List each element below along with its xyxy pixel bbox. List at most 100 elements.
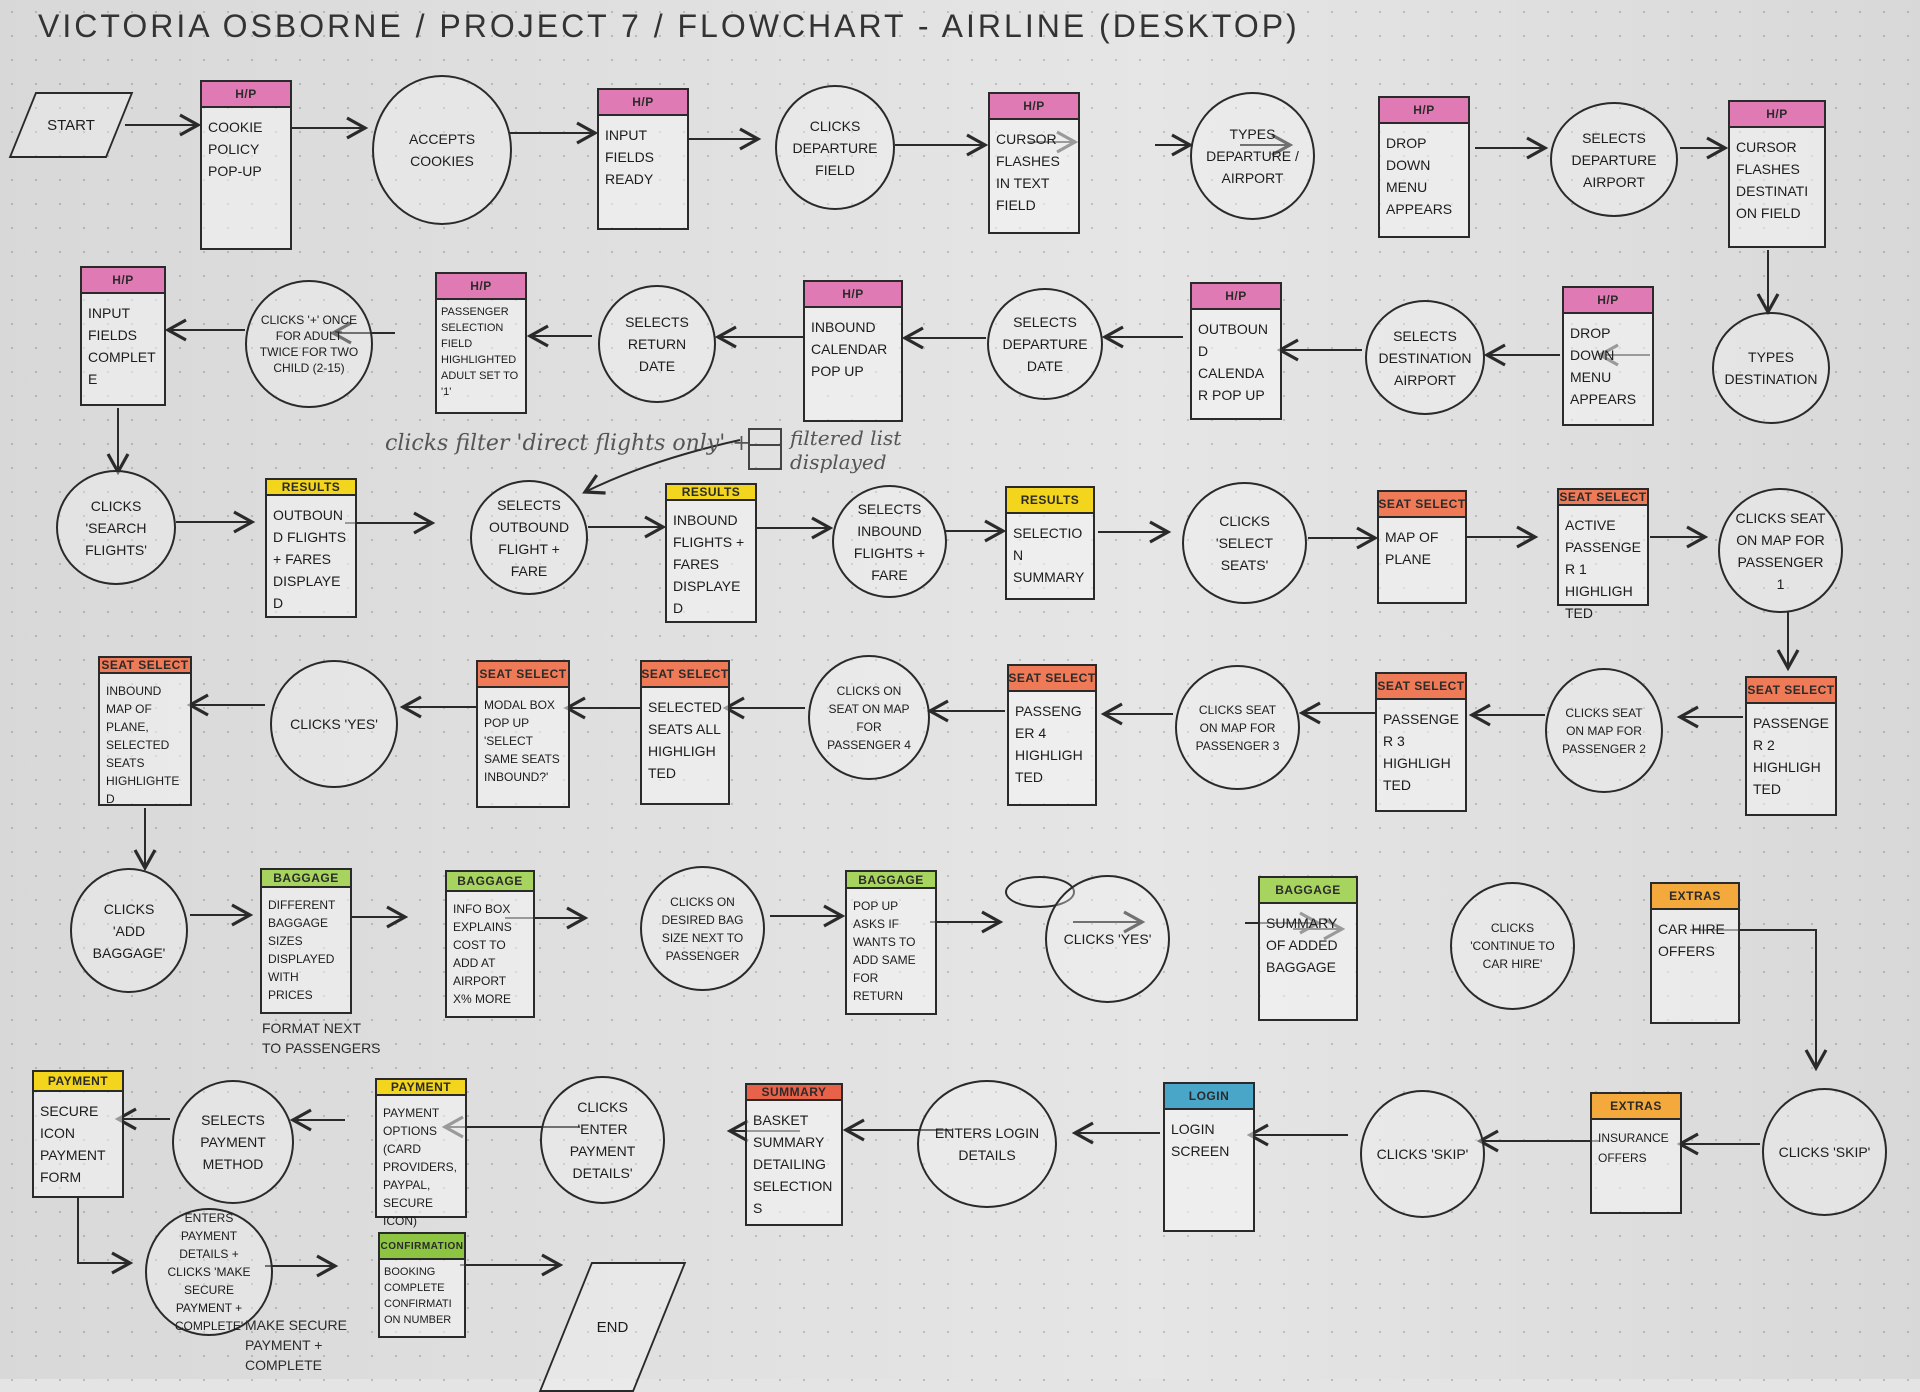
screen-text: Cursor Flashes in Text Field (996, 131, 1060, 213)
screen-tab: Extras (1652, 884, 1738, 910)
screen-insurance-offers: Extras Insurance Offers (1590, 1092, 1682, 1214)
terminal-label: Start (47, 116, 95, 134)
screen-text: Pop Up Asks if Wants to Add Same for Ret… (853, 899, 916, 1003)
screen-text: Inbound Map of Plane, Selected Seats Hig… (106, 684, 180, 806)
action-clicks-continue-car-hire: Clicks 'Continue to Car Hire' (1450, 882, 1575, 1010)
screen-tab: Extras (1592, 1094, 1680, 1120)
screen-text: Inbound Calendar Pop Up (811, 319, 888, 379)
screen-tab: Seat Select (100, 658, 190, 674)
action-clicks-bag-size: Clicks on Desired Bag Size Next to Passe… (640, 866, 765, 991)
screen-text: Drop Down Menu Appears (1570, 325, 1637, 407)
action-text: Selects Inbound Flights + Fare (853, 500, 926, 583)
screen-car-hire-offers: Extras Car Hire Offers (1650, 882, 1740, 1024)
screen-passenger-4-highlighted: Seat Select Passenger 4 Highlighted (1007, 664, 1097, 806)
screen-text: Selected Seats All Highlighted (648, 699, 722, 781)
action-text: Clicks Seat on Map for Passenger 2 (1562, 705, 1646, 756)
action-clicks-select-seats: Clicks 'Select Seats' (1182, 482, 1307, 604)
action-text: Clicks 'Add Baggage' (92, 900, 166, 961)
screen-baggage-return-popup: Baggage Pop Up Asks if Wants to Add Same… (845, 870, 937, 1015)
screen-tab: Baggage (847, 872, 935, 889)
action-clicks-search-flights: Clicks 'Search Flights' (56, 470, 176, 585)
action-text: Clicks 'Yes' (1063, 931, 1152, 947)
screen-tab: Baggage (447, 872, 533, 892)
screen-tab: H/P (805, 282, 901, 308)
screen-secure-payment-form: Payment Secure Icon Payment Form (32, 1070, 124, 1198)
screen-tab: H/P (202, 82, 290, 108)
action-text: Clicks on Desired Bag Size Next to Passe… (661, 894, 744, 963)
action-clicks-yes-baggage: Clicks 'Yes' (1045, 875, 1170, 1003)
screen-text: Input Fields Ready (605, 127, 655, 187)
action-text: Clicks 'Enter Payment Details' (569, 1099, 636, 1181)
action-types-destination: Types Destination (1712, 312, 1830, 424)
screen-tab: H/P (1380, 98, 1468, 124)
screen-text: Input Fields Complete (88, 305, 156, 387)
action-text: Accepts Cookies (408, 131, 476, 169)
action-clicks-seat-passenger-2: Clicks Seat on Map for Passenger 2 (1545, 668, 1663, 793)
screen-tab: H/P (82, 268, 164, 294)
screen-tab: Login (1165, 1084, 1253, 1110)
screen-cursor-flashes: H/P Cursor Flashes in Text Field (988, 92, 1080, 234)
screen-booking-confirmation: Confirmation Booking Complete Confirmati… (378, 1232, 466, 1338)
screen-tab: Seat Select (1377, 674, 1465, 700)
screen-tab: Results (1007, 488, 1093, 514)
screen-tab: H/P (599, 90, 687, 116)
screen-map-of-plane: Seat Select Map of Plane (1377, 490, 1467, 604)
action-text: Selects Departure Date (1002, 314, 1088, 374)
screen-text: Drop Down Menu Appears (1386, 135, 1453, 217)
action-accepts-cookies: Accepts Cookies (372, 75, 512, 225)
action-selects-departure-date: Selects Departure Date (987, 288, 1103, 400)
start-terminal: Start (8, 92, 134, 158)
action-enters-payment-details: Enters Payment Details + Clicks 'Make Se… (145, 1208, 273, 1336)
screen-tab: Payment (34, 1072, 122, 1092)
action-clicks-seat-passenger-4: Clicks on Seat on Map for Passenger 4 (808, 655, 930, 780)
annotation-filter-direct: clicks filter 'direct flights only' + (385, 431, 751, 456)
action-text: Selects Departure Airport (1571, 129, 1657, 190)
screen-passenger-3-highlighted: Seat Select Passenger 3 Highlighted (1375, 672, 1467, 812)
screen-tab: Payment (377, 1080, 465, 1096)
action-text: Types Departure / Airport (1206, 126, 1299, 186)
action-clicks-seat-passenger-3: Clicks Seat on Map for Passenger 3 (1175, 665, 1300, 790)
action-text: Clicks 'Yes' (290, 716, 378, 732)
action-clicks-skip-car-hire: Clicks 'Skip' (1762, 1088, 1887, 1216)
action-text: Clicks 'Select Seats' (1215, 513, 1274, 573)
screen-active-passenger-1: Seat Select Active Passenger 1 Highlight… (1557, 488, 1649, 621)
checkbox-sketch-icon (748, 428, 782, 470)
screen-text: Outbound Flights + Fares Displayed (273, 507, 347, 611)
screen-text: Passenger Selection Field Highlighted Ad… (441, 306, 519, 398)
screen-inbound-calendar: H/P Inbound Calendar Pop Up (803, 280, 903, 422)
screen-text: Passenger 2 Highlighted (1753, 715, 1829, 797)
screen-passenger-2-highlighted: Seat Select Passenger 2 Highlighted (1745, 676, 1837, 816)
screen-text: Car Hire Offers (1658, 921, 1725, 959)
action-text: Types Destination (1724, 349, 1818, 387)
screen-text: Cookie Policy Pop-up (208, 119, 263, 179)
action-enters-login-details: Enters Login Details (917, 1080, 1057, 1208)
screen-text: Inbound Flights + Fares Displayed (673, 512, 745, 616)
action-clicks-enter-payment-details: Clicks 'Enter Payment Details' (540, 1076, 665, 1204)
action-text: Selects Outbound Flight + Fare (488, 496, 570, 579)
action-types-departure: Types Departure / Airport (1190, 92, 1315, 220)
screen-tab: Seat Select (1008, 666, 1095, 692)
screen-baggage-sizes: Baggage Different Baggage Sizes Displaye… (260, 868, 352, 1014)
screen-text: Map of Plane (1385, 529, 1439, 567)
screen-tab: H/P (1564, 288, 1652, 314)
screen-payment-options: Payment Payment Options (Card Providers,… (375, 1078, 467, 1228)
screen-tab: Baggage (262, 870, 350, 888)
screen-input-fields-ready: H/P Input Fields Ready (597, 88, 689, 230)
page-title: Victoria Osborne / Project 7 / Flowchart… (38, 8, 1300, 44)
screen-tab: Seat Select (478, 662, 568, 688)
action-clicks-departure-field: Clicks Departure Field (775, 85, 895, 210)
action-text: Clicks 'Skip' (1778, 1144, 1871, 1160)
screen-login: Login Login Screen (1163, 1082, 1255, 1232)
action-selects-outbound-flight: Selects Outbound Flight + Fare (470, 480, 588, 595)
action-text: Clicks 'Continue to Car Hire' (1470, 921, 1555, 971)
action-clicks-yes-seats: Clicks 'Yes' (270, 660, 398, 788)
screen-selection-summary: Results Selection Summary (1005, 486, 1095, 600)
action-text: Clicks on Seat on Map for Passenger 4 (827, 683, 911, 752)
screen-text: Passenger 3 Highlighted (1383, 711, 1459, 793)
action-selects-inbound-flight: Selects Inbound Flights + Fare (832, 485, 947, 598)
action-clicks-plus: Clicks '+' once for adult twice for two … (245, 280, 373, 408)
action-selects-destination-airport: Selects Destination Airport (1365, 300, 1485, 415)
screen-tab: Seat Select (1378, 492, 1465, 518)
screen-tab: Results (667, 485, 755, 501)
screen-text: Passenger 4 Highlighted (1015, 703, 1083, 785)
